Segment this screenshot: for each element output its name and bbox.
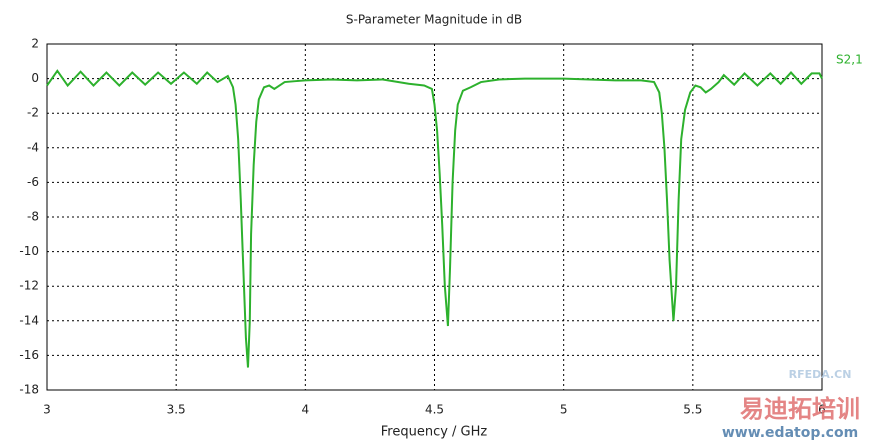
x-tick-label: 4.5	[425, 403, 444, 417]
watermark: 易迪拓培训	[740, 395, 860, 423]
watermark: www.edatop.com	[722, 425, 858, 441]
y-tick-label: 2	[31, 37, 39, 51]
y-tick-label: -18	[19, 383, 39, 397]
x-axis-label: Frequency / GHz	[381, 425, 488, 440]
x-tick-label: 6	[818, 403, 826, 417]
y-tick-label: -6	[27, 175, 39, 189]
watermark: RFEDA.CN	[789, 368, 852, 381]
y-tick-label: -16	[19, 348, 39, 362]
chart-title: S-Parameter Magnitude in dB	[346, 13, 522, 27]
y-tick-label: 0	[31, 71, 39, 85]
y-tick-label: -10	[19, 244, 39, 258]
y-tick-label: -12	[19, 279, 39, 293]
x-tick-label: 3	[43, 403, 51, 417]
x-tick-label: 3.5	[167, 403, 186, 417]
x-tick-label: 4	[302, 403, 310, 417]
y-tick-label: -4	[27, 140, 39, 154]
line-series	[46, 69, 823, 368]
y-tick-label: -2	[27, 106, 39, 120]
y-tick-label: -14	[19, 313, 39, 327]
plot-frame	[46, 43, 823, 391]
x-tick-label: 5.5	[683, 403, 702, 417]
x-tick-label: 5	[560, 403, 568, 417]
y-tick-label: -8	[27, 210, 39, 224]
legend-label: S2,1	[836, 53, 863, 67]
